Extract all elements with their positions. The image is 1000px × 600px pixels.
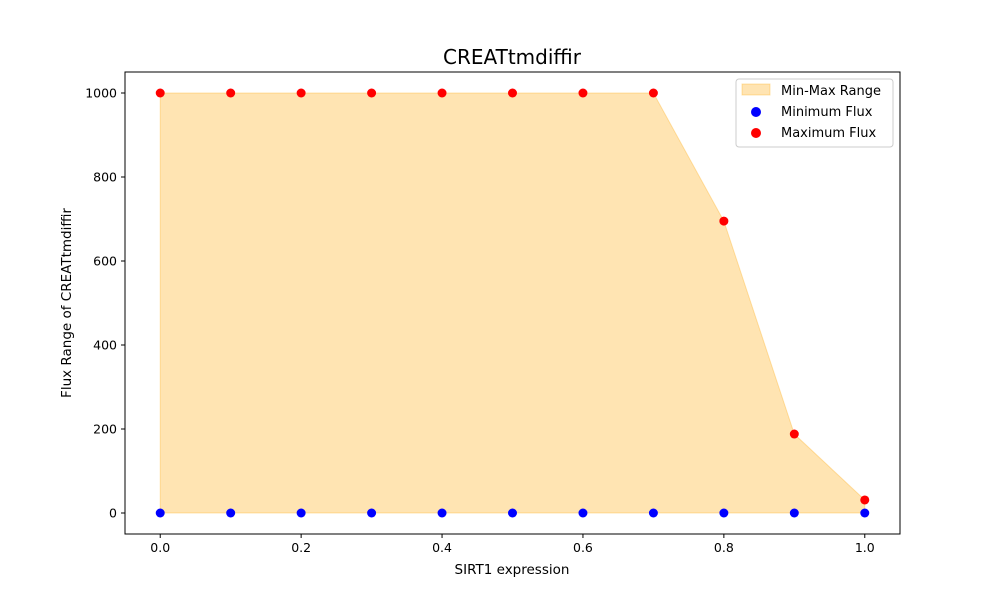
legend-label-range: Min-Max Range (781, 84, 881, 99)
plot-frame (124, 71, 901, 535)
max-flux-point (367, 88, 377, 98)
y-axis-label: Flux Range of CREATtmdiffir (59, 208, 75, 398)
x-tick-label: 0.8 (714, 540, 734, 555)
min-flux-point (367, 508, 377, 518)
min-flux-point (508, 508, 517, 518)
min-flux-point (296, 508, 306, 518)
y-tick-label: 1000 (85, 86, 117, 101)
legend-swatch-range (741, 83, 771, 96)
max-flux-point (860, 495, 870, 505)
y-tick-label: 800 (93, 170, 117, 185)
y-tick-label: 400 (93, 338, 117, 353)
min-flux-point (648, 508, 658, 518)
range-fill-area (159, 92, 866, 514)
legend-marker-max (751, 128, 761, 138)
max-flux-point (578, 88, 588, 98)
min-flux-point (860, 508, 870, 518)
legend-box (735, 78, 894, 148)
y-tick-label: 0 (109, 506, 117, 521)
min-flux-point (226, 508, 236, 518)
legend-label-min: Minimum Flux (781, 105, 873, 120)
x-tick-label: 0.4 (432, 540, 452, 555)
max-flux-point (296, 88, 306, 98)
min-flux-point (719, 508, 729, 518)
legend: Min-Max Range Minimum Flux Maximum Flux (735, 78, 894, 148)
tick-layer: 0.0 0.2 0.4 0.6 0.8 1.0 0 200 400 600 800 1000 (85, 86, 875, 556)
max-flux-point (155, 88, 165, 98)
min-flux-point (578, 508, 588, 518)
point-layer (155, 88, 870, 518)
x-tick-label: 0.2 (291, 540, 311, 555)
max-flux-point (226, 88, 236, 98)
min-flux-point (789, 508, 799, 518)
max-flux-point (437, 88, 447, 98)
x-axis-label: SIRT1 expression (455, 562, 570, 578)
legend-label-max: Maximum Flux (781, 126, 877, 141)
max-flux-point (719, 216, 729, 226)
x-tick-label: 1.0 (855, 540, 875, 555)
y-tick-label: 600 (93, 254, 117, 269)
fill-layer (159, 92, 866, 514)
chart-title: CREATtmdiffir (443, 45, 582, 69)
y-tick-label: 200 (93, 422, 117, 437)
x-tick-label: 0.6 (573, 540, 593, 555)
max-flux-point (789, 429, 799, 439)
legend-marker-min (751, 107, 761, 117)
min-flux-point (437, 508, 447, 518)
max-flux-point (648, 88, 658, 98)
min-flux-point (155, 508, 165, 518)
x-tick-label: 0.0 (150, 540, 170, 555)
max-flux-point (508, 88, 517, 98)
